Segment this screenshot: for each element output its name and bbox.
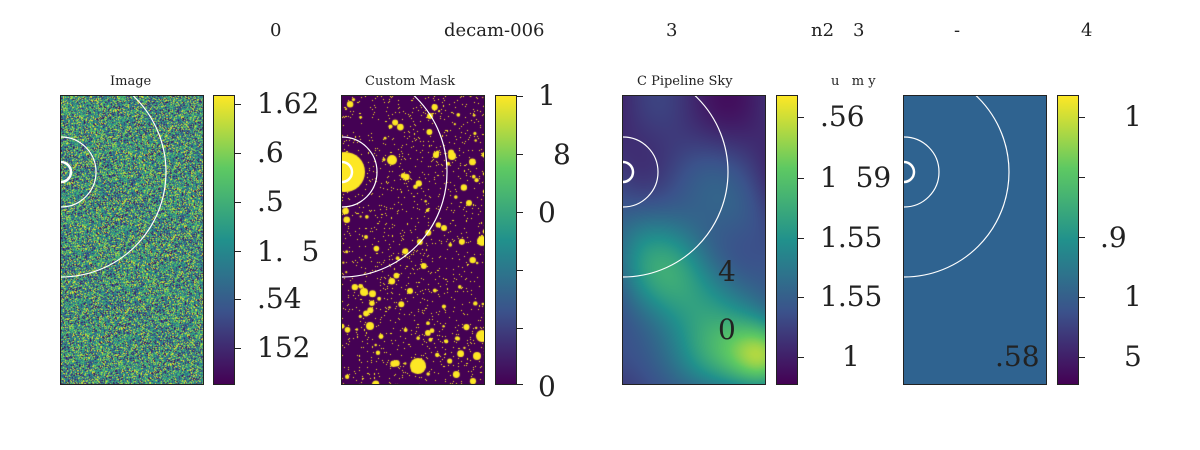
model-panel (903, 95, 1047, 385)
header-label-1: 0 (270, 20, 282, 41)
aperture-rings (904, 96, 1010, 278)
cbar-label: 0 (538, 370, 556, 403)
sky-canvas (623, 96, 765, 384)
cbar-label: 1.62 (257, 87, 320, 120)
aperture-ring (623, 96, 729, 278)
aperture-ring (342, 96, 448, 278)
header-label-7: 4 (1081, 20, 1093, 41)
cbar-tick (516, 328, 523, 329)
cbar-label: 5 (1124, 340, 1142, 373)
mask-panel (341, 95, 485, 385)
cbar-label: 1.55 (820, 280, 883, 313)
cbar-tick (797, 357, 804, 358)
cbar-tick (797, 178, 804, 179)
colorbar-model (1057, 95, 1085, 385)
mask-canvas (342, 96, 484, 384)
panel-title-pipeline-sky: C Pipeline Sky (637, 74, 733, 89)
cbar-label: 1 (842, 340, 860, 373)
cbar-tick (797, 117, 804, 118)
aperture-ring (623, 136, 659, 208)
cbar-label: .5 (257, 185, 284, 218)
cbar-tick (234, 348, 241, 349)
aperture-rings (61, 96, 167, 278)
cbar-label: 1. 5 (257, 235, 320, 268)
aperture-ring (342, 160, 354, 184)
cbar-tick (1078, 357, 1085, 358)
cbar-tick (797, 297, 804, 298)
cbar-tick (1078, 177, 1085, 178)
cbar-label: 1 59 (820, 161, 892, 194)
cbar-tick (1078, 297, 1085, 298)
panel-title-mask: Custom Mask (365, 74, 456, 89)
image-noise-canvas (61, 96, 203, 384)
cbar-label: .6 (257, 136, 284, 169)
cbar-tick (234, 202, 241, 203)
panel-extra-label: u m y (831, 74, 876, 89)
aperture-ring (342, 136, 378, 208)
panel-annotation: .58 (995, 340, 1040, 373)
header-label-6: - (954, 20, 961, 41)
panel-annotation: 4 (718, 255, 736, 288)
cbar-tick (1078, 237, 1085, 238)
panel-title-image: Image (110, 74, 152, 89)
cbar-tick (797, 238, 804, 239)
header-label-4: n2 (811, 20, 835, 41)
aperture-ring (904, 160, 916, 184)
cbar-label: 1 (1124, 100, 1142, 133)
cbar-label: 1 (1124, 280, 1142, 313)
aperture-ring (904, 136, 940, 208)
cbar-tick (516, 384, 523, 385)
cbar-label: 0 (538, 196, 556, 229)
cbar-tick (234, 153, 241, 154)
aperture-ring (623, 160, 635, 184)
aperture-ring (61, 96, 167, 278)
cbar-label: .56 (820, 100, 865, 133)
cbar-label: .54 (257, 282, 302, 315)
colorbar-image (213, 95, 241, 385)
aperture-ring (904, 96, 1010, 278)
colorbar-mask (495, 95, 523, 385)
cbar-label: 1 (538, 79, 556, 112)
header-label-5: 3 (853, 20, 865, 41)
aperture-ring (61, 136, 97, 208)
cbar-label: 8 (553, 138, 571, 171)
cbar-label: 1.55 (820, 221, 883, 254)
colorbar-sky (776, 95, 804, 385)
header-label-3: 3 (666, 20, 678, 41)
cbar-label: .9 (1100, 221, 1127, 254)
cbar-tick (516, 154, 523, 155)
image-panel (60, 95, 204, 385)
panel-annotation: 0 (718, 313, 736, 346)
cbar-tick (1078, 117, 1085, 118)
sky-panel (622, 95, 766, 385)
aperture-rings (342, 96, 448, 278)
cbar-tick (234, 104, 241, 105)
aperture-ring (61, 160, 73, 184)
cbar-tick (234, 299, 241, 300)
cbar-tick (516, 270, 523, 271)
cbar-tick (516, 212, 523, 213)
header-label-2: decam-006 (444, 20, 545, 41)
cbar-tick (234, 251, 241, 252)
aperture-rings (623, 96, 729, 278)
cbar-tick (516, 96, 523, 97)
cbar-label: 152 (257, 331, 311, 364)
